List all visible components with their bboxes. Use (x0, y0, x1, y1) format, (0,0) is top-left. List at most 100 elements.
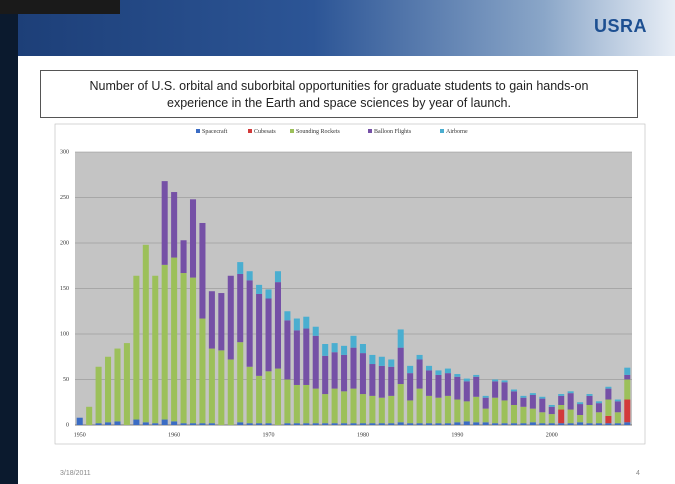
bar-segment (350, 423, 357, 425)
bar-segment (312, 335, 319, 389)
bar-segment (435, 370, 442, 375)
bar-segment (123, 343, 130, 425)
bar-segment (189, 423, 197, 425)
bar-segment (208, 291, 215, 349)
bar-segment (529, 408, 536, 423)
bar-segment (180, 240, 187, 274)
bar-segment (416, 359, 423, 389)
bar-segment (303, 316, 310, 329)
bar-segment (577, 414, 584, 423)
bar-segment (435, 397, 442, 424)
bar-segment (237, 422, 244, 425)
bar-segment (520, 423, 527, 425)
bar-segment (492, 423, 499, 425)
bar-segment (293, 384, 300, 424)
bar-segment (218, 293, 225, 351)
bar-segment (595, 403, 602, 413)
bar-segment (444, 423, 451, 425)
bar-segment (180, 273, 187, 424)
bar-segment (152, 275, 159, 424)
bar-segment (558, 394, 565, 396)
bar-segment (331, 352, 338, 389)
bar-segment (605, 386, 612, 389)
bar-segment (501, 380, 508, 383)
bar-segment (133, 275, 140, 420)
bar-segment (397, 384, 404, 423)
bar-segment (341, 391, 348, 424)
bar-segment (322, 394, 329, 424)
bar-segment (388, 423, 395, 425)
bar-segment (218, 350, 225, 425)
bar-segment (397, 347, 404, 385)
bar-segment (331, 343, 338, 353)
bar-segment (350, 335, 357, 348)
bar-segment (473, 422, 480, 425)
logo: USRA (593, 16, 647, 36)
bar-segment (199, 423, 206, 425)
bar-segment (312, 388, 319, 424)
bar-segment (189, 199, 197, 278)
legend-label: Balloon Flights (374, 129, 412, 135)
bar-segment (199, 222, 206, 319)
bar-segment (492, 381, 499, 398)
bar-segment (614, 401, 621, 413)
bar-segment (558, 404, 565, 410)
y-tick-label: 250 (60, 195, 69, 201)
bar-segment (227, 275, 234, 360)
legend-swatch (440, 129, 444, 133)
bar-segment (548, 423, 555, 425)
x-tick-label: 1950 (74, 432, 86, 438)
bar-segment (463, 378, 470, 382)
bar-segment (359, 394, 366, 424)
bar-segment (454, 376, 461, 400)
bar-segment (426, 423, 433, 425)
bar-segment (482, 422, 489, 425)
x-tick-label: 2000 (546, 432, 558, 438)
bar-segment (369, 364, 376, 396)
bar-segment (378, 423, 385, 425)
bar-segment (331, 388, 338, 424)
legend-label: Cubesats (254, 129, 276, 135)
bar-segment (435, 374, 442, 398)
bar-segment (359, 423, 366, 425)
bar-segment (237, 342, 244, 423)
bar-segment (227, 359, 234, 425)
bar-segment (595, 412, 602, 424)
bar-segment (142, 244, 149, 423)
bar-segment (482, 397, 489, 409)
bar-segment (142, 422, 149, 425)
bar-segment (577, 422, 584, 425)
bar-segment (322, 423, 329, 425)
bar-segment (520, 397, 527, 407)
bar-segment (454, 399, 461, 423)
bar-segment (293, 423, 300, 425)
bar-segment (473, 376, 480, 397)
bar-segment (359, 353, 366, 395)
bar-segment (246, 280, 253, 367)
bar-segment (265, 289, 272, 299)
header-image (0, 0, 120, 14)
bar-segment (105, 422, 112, 425)
bar-segment (171, 192, 178, 258)
bar-segment (407, 400, 414, 424)
bar-segment (558, 423, 565, 425)
bar-segment (463, 421, 470, 425)
bar-segment (586, 404, 593, 424)
bar-segment (378, 365, 385, 398)
legend-swatch (196, 129, 200, 133)
y-tick-label: 100 (60, 331, 69, 337)
bar-segment (284, 379, 291, 424)
bar-segment (378, 356, 385, 366)
bar-segment (416, 388, 423, 424)
bar-segment (586, 395, 593, 405)
bar-segment (444, 395, 451, 424)
bar-segment (303, 423, 310, 425)
bar-segment (303, 328, 310, 385)
bar-segment (114, 421, 121, 425)
bar-segment (624, 422, 631, 425)
bar-segment (341, 423, 348, 425)
y-tick-label: 150 (60, 286, 69, 292)
bar-segment (605, 399, 612, 416)
bar-segment (501, 382, 508, 401)
